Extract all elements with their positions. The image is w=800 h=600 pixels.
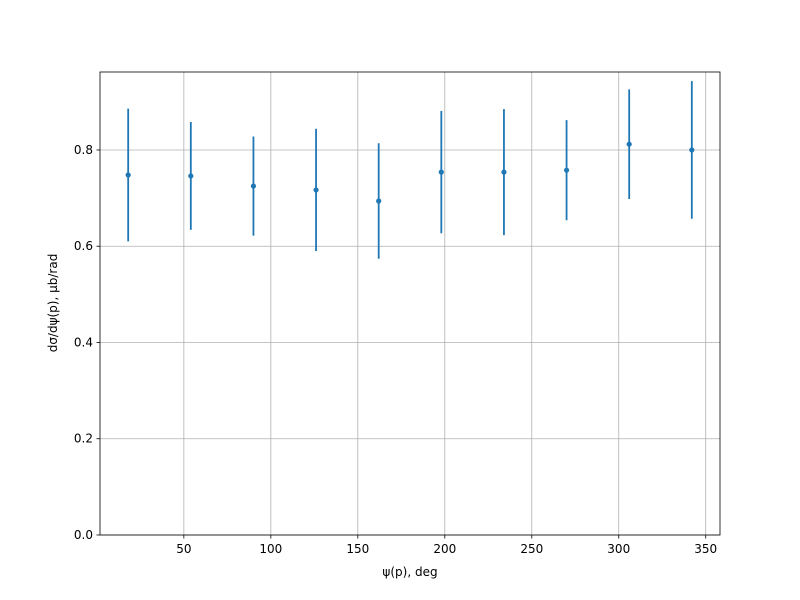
data-point [563, 167, 570, 173]
x-tick-label: 50 [176, 542, 191, 556]
grid [100, 72, 720, 536]
x-tick-label: 300 [607, 542, 630, 556]
data-point [689, 147, 695, 153]
y-tick-label: 0.8 [74, 143, 93, 157]
y-tick-label: 0.6 [74, 239, 93, 253]
y-tick-label: 0.0 [74, 528, 93, 542]
y-axis-label: dσ/dψ(p), μb/rad [46, 254, 60, 353]
x-tick-label: 350 [694, 542, 717, 556]
x-tick-label: 150 [346, 542, 369, 556]
x-axis-label: ψ(p), deg [382, 565, 437, 579]
data-point [250, 183, 257, 189]
x-tick-label: 250 [520, 542, 543, 556]
y-tick-label: 0.2 [74, 432, 93, 446]
x-tick-label: 100 [259, 542, 282, 556]
y-tick-label: 0.4 [74, 335, 93, 349]
data-point [438, 169, 444, 175]
data-point [313, 187, 319, 193]
plot-frame [99, 71, 721, 536]
data-point [376, 198, 382, 204]
data-point [501, 169, 507, 175]
data-point [626, 141, 632, 147]
x-tick-label: 200 [433, 542, 456, 556]
data-point [125, 172, 131, 178]
data-point [188, 173, 194, 179]
